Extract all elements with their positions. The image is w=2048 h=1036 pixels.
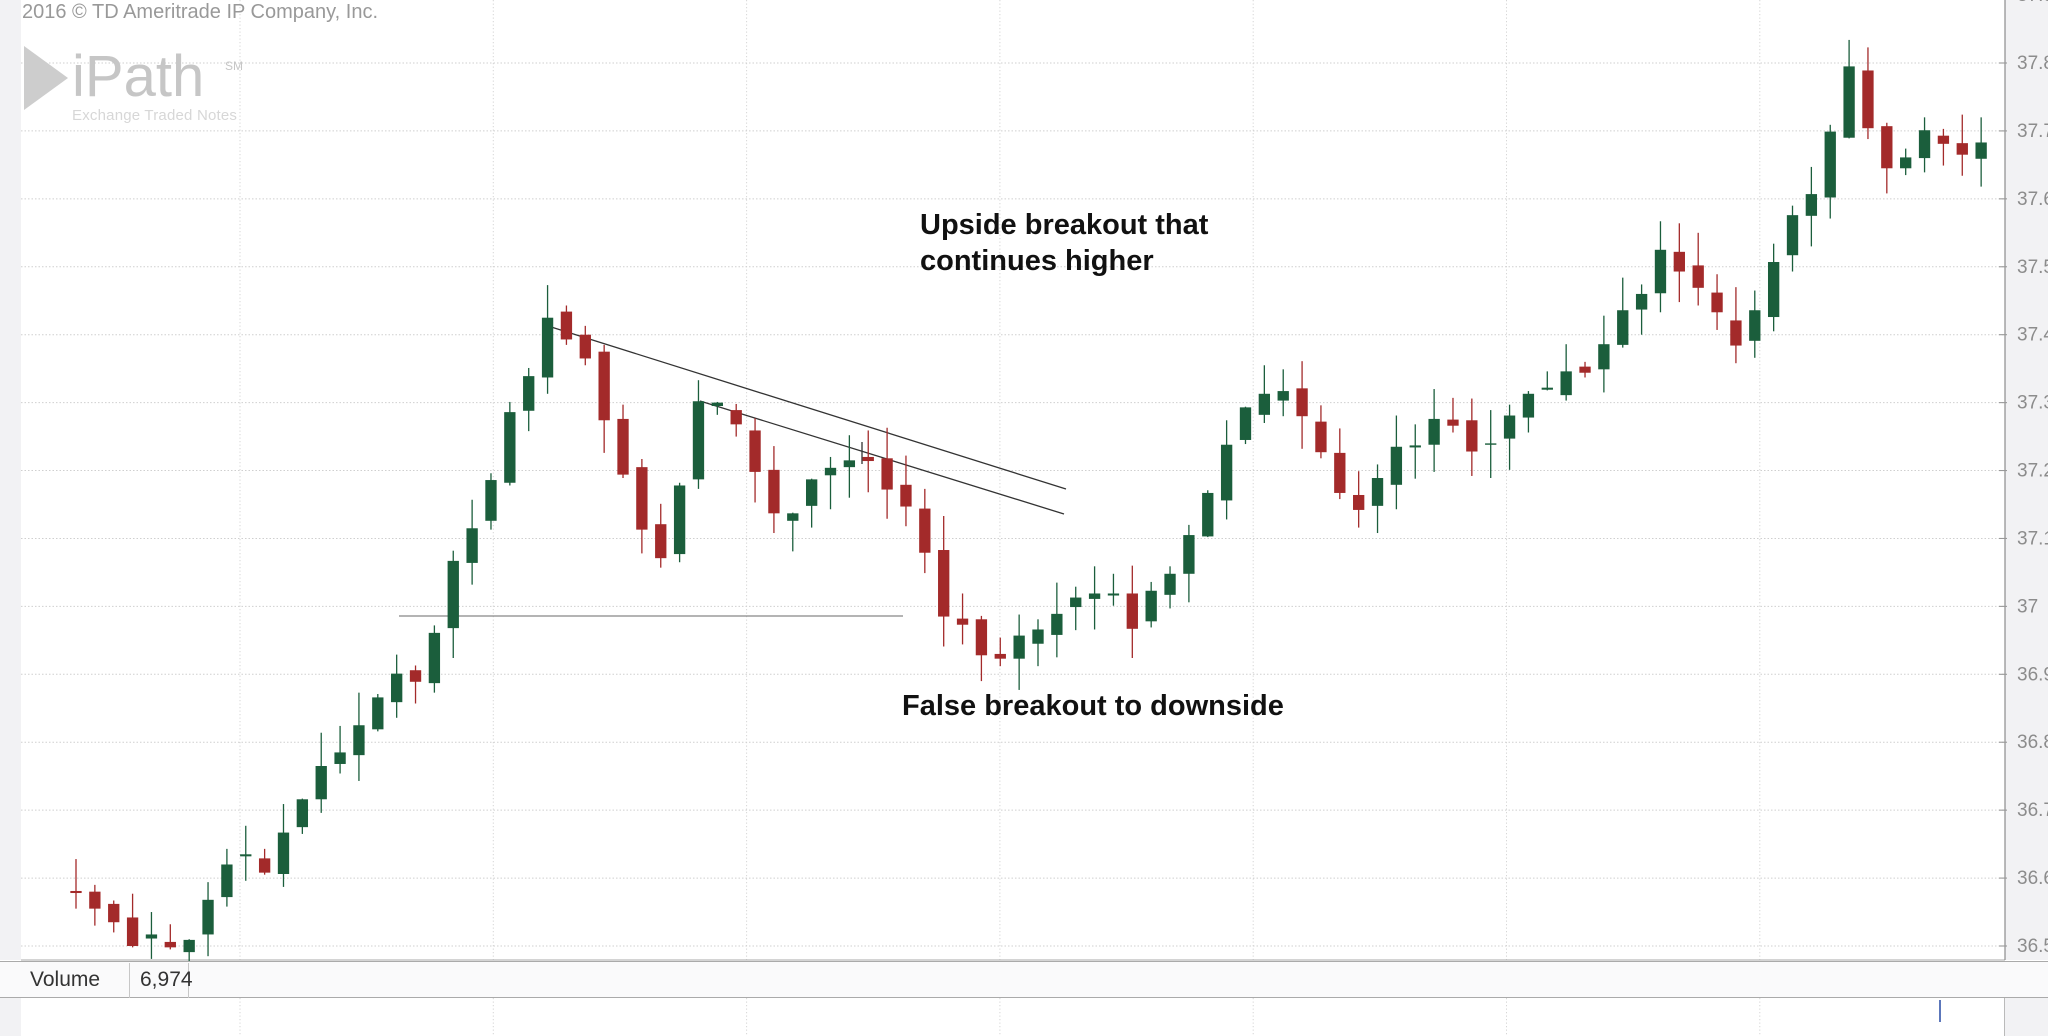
svg-text:37.4: 37.4 <box>2017 325 2048 346</box>
svg-text:Exchange Traded Notes: Exchange Traded Notes <box>72 107 237 124</box>
svg-text:36.7: 36.7 <box>2017 800 2048 821</box>
svg-text:36.5: 36.5 <box>2017 936 2048 957</box>
svg-text:37: 37 <box>2017 596 2038 617</box>
svg-text:37.6: 37.6 <box>2017 189 2048 210</box>
svg-text:SM: SM <box>225 59 243 73</box>
svg-text:36.9: 36.9 <box>2017 664 2048 685</box>
svg-text:36.6: 36.6 <box>2017 868 2048 889</box>
svg-text:37.9: 37.9 <box>2017 0 2048 6</box>
svg-text:37.1: 37.1 <box>2017 528 2048 549</box>
svg-text:36.8: 36.8 <box>2017 732 2048 753</box>
svg-text:37.2: 37.2 <box>2017 461 2048 482</box>
svg-text:iPath: iPath <box>72 44 204 109</box>
svg-text:37.3: 37.3 <box>2017 393 2048 414</box>
svg-text:37.7: 37.7 <box>2017 121 2048 142</box>
svg-text:37.5: 37.5 <box>2017 257 2048 278</box>
svg-text:37.8: 37.8 <box>2017 53 2048 74</box>
